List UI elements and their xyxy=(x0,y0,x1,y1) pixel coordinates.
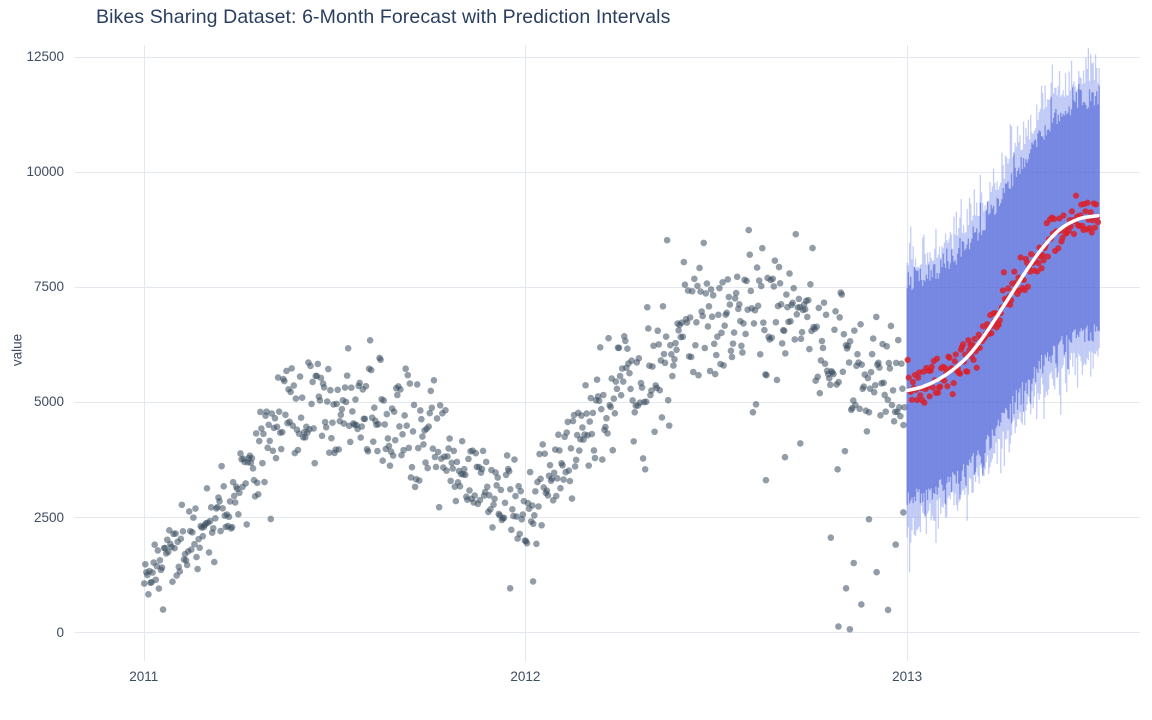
y-tick-label: 2500 xyxy=(33,509,64,525)
x-tick-label: 2012 xyxy=(510,669,541,684)
y-tick-label: 10000 xyxy=(26,164,64,180)
chart-title: Bikes Sharing Dataset: 6-Month Forecast … xyxy=(96,6,671,28)
y-axis-title: value xyxy=(9,333,25,367)
y-tick-label: 12500 xyxy=(26,49,64,65)
y-tick-label: 5000 xyxy=(33,394,64,410)
x-tick-label: 2011 xyxy=(129,669,159,684)
y-tick-label: 0 xyxy=(56,624,64,640)
y-tick-label: 7500 xyxy=(33,279,64,295)
x-tick-label: 2013 xyxy=(892,669,923,684)
